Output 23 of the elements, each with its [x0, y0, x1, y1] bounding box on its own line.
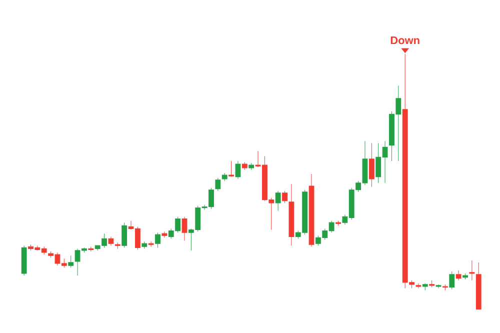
candlestick [282, 190, 288, 204]
candlestick [422, 283, 428, 291]
candlestick [215, 178, 221, 192]
candlestick [449, 271, 455, 290]
candlestick [114, 242, 120, 249]
candlestick [436, 284, 442, 289]
candlestick [228, 160, 234, 178]
candlestick [222, 172, 228, 182]
candlestick [122, 222, 128, 248]
candlestick [155, 232, 160, 248]
candlestick [476, 262, 482, 310]
candlestick [142, 241, 148, 249]
candlestick [469, 260, 475, 281]
text: Down [390, 36, 420, 44]
candlestick [462, 273, 468, 280]
candlestick [275, 190, 281, 212]
candlestick [242, 162, 248, 170]
candlestick [416, 283, 422, 289]
candlestick [429, 280, 435, 288]
candlestick [68, 255, 74, 268]
candlestick [148, 241, 154, 247]
candlestick [442, 284, 448, 291]
candlestick [368, 142, 374, 188]
